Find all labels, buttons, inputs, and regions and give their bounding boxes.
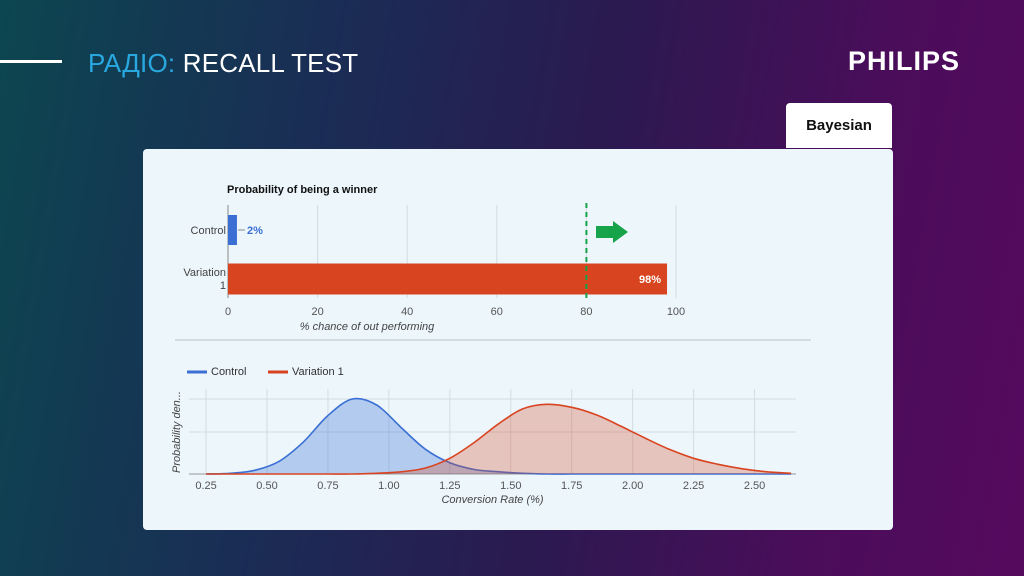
legend-label-variation-1: Variation 1 <box>292 366 344 378</box>
slide-title: РАДІО: RECALL TEST <box>88 48 358 79</box>
bar-x-tick-label: 80 <box>580 306 592 318</box>
bar-variation-1 <box>228 263 668 295</box>
bar-x-axis-label: % chance of out performing <box>300 321 435 333</box>
bar-x-tick-label: 0 <box>225 306 231 318</box>
bar-value-label-control: 2% <box>247 225 263 237</box>
density-line-variation-1 <box>206 403 792 475</box>
tab-bayesian[interactable]: Bayesian <box>786 103 892 148</box>
density-x-tick-label: 1.50 <box>500 480 521 492</box>
density-x-tick-label: 1.00 <box>378 480 399 492</box>
chart-card: Probability of being a winner 0 20 40 60 80 10… <box>143 149 893 530</box>
density-y-axis-label: Probability den... <box>171 391 183 473</box>
density-x-tick-label: 2.50 <box>744 480 765 492</box>
bar-chart-title: Probability of being a winner <box>227 184 378 196</box>
bar-category-label-control: Control <box>191 225 226 237</box>
bar-x-tick-label: 60 <box>491 306 503 318</box>
accent-line <box>0 60 62 63</box>
density-x-tick-label: 2.00 <box>622 480 643 492</box>
density-x-tick-label: 0.25 <box>195 480 216 492</box>
density-x-tick-label: 0.50 <box>256 480 277 492</box>
bar-x-tick-label: 40 <box>401 306 413 318</box>
density-area-control <box>206 398 792 475</box>
density-x-axis-label: Conversion Rate (%) <box>441 494 543 506</box>
bar-category-label-variation-line1: Variation <box>183 267 226 279</box>
legend-label-control: Control <box>211 366 246 378</box>
density-x-tick-label: 2.25 <box>683 480 704 492</box>
arrow-right-icon <box>596 221 628 243</box>
bar-x-tick-label: 20 <box>311 306 323 318</box>
density-x-tick-label: 1.75 <box>561 480 582 492</box>
bar-value-label-variation-1: 98% <box>639 274 661 286</box>
bar-x-tick-label: 100 <box>667 306 685 318</box>
bar-control <box>228 215 237 245</box>
density-line-control <box>206 397 792 475</box>
title-rest: RECALL TEST <box>182 48 359 78</box>
philips-logo: PHILIPS <box>848 46 961 76</box>
density-x-tick-label: 0.75 <box>317 480 338 492</box>
bar-category-label-variation-line2: 1 <box>220 280 226 292</box>
density-area-variation-1 <box>206 404 792 475</box>
density-x-tick-label: 1.25 <box>439 480 460 492</box>
title-highlight: РАДІО: <box>88 48 176 78</box>
